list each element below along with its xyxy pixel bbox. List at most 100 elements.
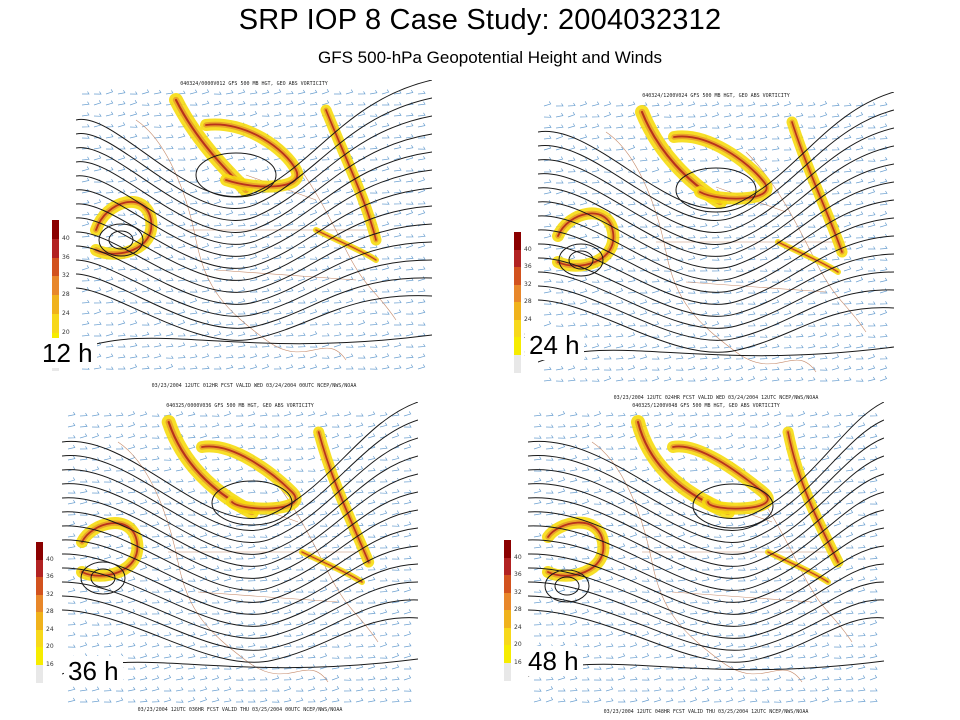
wind-barb [105,299,114,304]
colorbar-tick-label: 40 [514,553,522,561]
wind-barb [295,644,304,648]
wind-barb [869,589,878,593]
wind-barb [237,343,246,348]
wind-barb [737,688,746,692]
wind-barb [177,188,186,194]
wind-barb [639,168,648,173]
wind-barb [223,411,232,417]
wind-barb [283,621,292,626]
wind-barb [699,376,708,382]
colorbar-tick-label: 24 [524,315,532,323]
wind-barb [187,675,196,681]
wind-barb [821,621,830,626]
wind-barb [93,265,102,271]
wind-barb [153,353,162,359]
wind-barb [639,267,648,272]
wind-barb [355,677,364,681]
wind-barb [67,621,76,626]
wind-barb [261,265,270,271]
wind-barb [857,687,866,692]
wind-barb [821,642,830,648]
wind-barb [675,277,684,283]
wind-barb [357,244,366,249]
wind-barb [115,610,124,615]
wind-barb [250,322,258,326]
map-canvas [538,92,894,382]
wind-barb [653,522,662,527]
wind-barb [701,511,710,516]
height-contour [76,205,432,281]
wind-barb [581,665,590,670]
wind-barb [213,222,222,227]
wind-barb [331,444,340,450]
wind-barb [879,266,888,272]
wind-barb [117,146,126,150]
wind-barb [869,488,878,494]
wind-barb [533,435,542,439]
wind-barb [771,167,780,173]
wind-barb [665,598,674,604]
wind-barb [177,256,186,260]
wind-barb [127,608,136,615]
wind-barb [295,411,304,417]
wind-barb [247,411,256,417]
wind-barb [201,243,210,249]
wind-barb [809,545,818,549]
wind-barb [663,354,672,360]
wind-barb [869,609,878,615]
wind-barb [249,102,258,106]
wind-barb [603,157,612,162]
wind-barb [711,377,720,382]
wind-barb [819,157,828,162]
colorbar-swatch [504,575,511,593]
wind-barb [797,643,806,648]
wind-barb [331,433,340,439]
wind-barb [177,354,186,359]
wind-barb [285,288,294,293]
wind-barb [857,522,866,527]
wind-barb [321,298,330,304]
height-contour [538,92,894,210]
wind-barb [393,276,402,282]
wind-barb [869,566,878,571]
wind-barb [639,234,648,239]
wind-barb [783,156,792,162]
wind-barb [867,168,876,173]
wind-barb [555,279,564,283]
wind-barb [129,133,138,139]
wind-barb [283,577,292,582]
wind-barb [164,688,172,692]
wind-barb [417,364,426,370]
wind-barb [675,102,684,107]
wind-barb [381,300,390,304]
wind-barb [857,587,866,593]
wind-barb [105,221,114,227]
wind-barb [857,544,866,549]
wind-barb [321,364,330,370]
height-contour [76,133,432,233]
wind-barb [165,223,174,227]
wind-barb [569,511,578,516]
height-contours [62,402,418,675]
wind-barb [235,644,244,648]
wind-barb [533,688,542,692]
wind-barb [223,466,232,472]
wind-barb [592,301,600,305]
wind-barb [225,233,234,238]
wind-barb [869,598,878,604]
wind-barb [581,632,590,637]
colorbar-tick-label: 36 [46,573,54,580]
wind-barb [394,322,402,326]
wind-barb [629,455,638,461]
wind-barb [381,89,390,95]
wind-barb [393,222,402,227]
wind-barb [201,342,210,348]
wind-barb [809,631,818,637]
wind-barb [199,544,208,549]
wind-barb [381,156,390,161]
wind-barb [761,621,770,626]
wind-barb [809,434,818,439]
wind-barb [867,158,876,162]
wind-barb [199,490,208,494]
wind-barb [175,545,184,549]
